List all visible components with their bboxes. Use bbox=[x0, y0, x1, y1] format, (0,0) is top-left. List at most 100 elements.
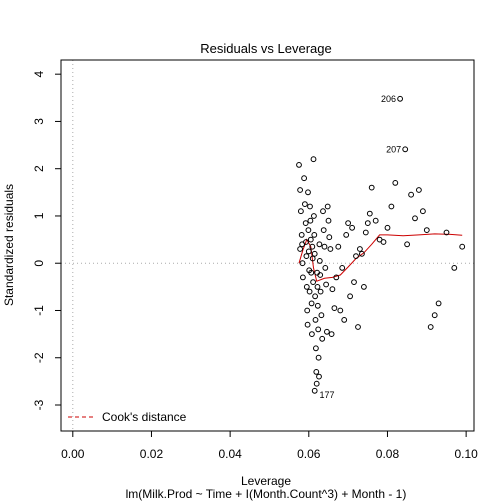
y-tick-label: 1 bbox=[32, 212, 46, 219]
data-point bbox=[404, 241, 411, 248]
y-tick-label: 0 bbox=[32, 260, 46, 267]
data-point bbox=[300, 274, 306, 281]
data-point bbox=[364, 220, 371, 227]
data-point bbox=[339, 265, 346, 271]
data-point bbox=[349, 224, 356, 231]
data-point bbox=[324, 328, 330, 335]
y-tick-label: 4 bbox=[32, 71, 46, 78]
y-tick-label: -1 bbox=[32, 305, 46, 316]
chart-title: Residuals vs Leverage bbox=[200, 41, 332, 56]
y-axis: -3 -2 -1 0 1 2 3 4 bbox=[32, 71, 62, 410]
data-point bbox=[388, 203, 395, 210]
x-tick-label: 0.02 bbox=[140, 447, 164, 461]
data-point bbox=[308, 269, 315, 276]
point-label: 177 bbox=[319, 390, 334, 400]
data-point bbox=[307, 217, 314, 224]
data-point bbox=[311, 213, 317, 219]
y-tick-label: -3 bbox=[32, 399, 46, 410]
data-point bbox=[412, 215, 418, 222]
data-point bbox=[431, 312, 438, 319]
data-point bbox=[306, 288, 313, 295]
data-point bbox=[303, 284, 310, 290]
data-point bbox=[351, 279, 357, 286]
data-point bbox=[335, 243, 342, 250]
model-formula-subtitle: lm(Milk.Prod ~ Time + I(Month.Count^3) +… bbox=[126, 487, 407, 501]
smoother-path bbox=[298, 233, 463, 282]
data-point bbox=[304, 321, 311, 328]
data-point bbox=[301, 175, 308, 182]
data-point bbox=[326, 234, 333, 241]
y-tick-label: -2 bbox=[32, 352, 46, 363]
data-point bbox=[397, 95, 404, 102]
data-point bbox=[343, 232, 350, 238]
data-point bbox=[380, 239, 387, 245]
y-tick-label: 3 bbox=[32, 118, 46, 125]
data-point bbox=[325, 217, 332, 224]
y-tick-label: 2 bbox=[32, 165, 46, 172]
x-tick-label: 0.10 bbox=[454, 447, 478, 461]
data-point bbox=[333, 274, 340, 281]
data-point bbox=[312, 317, 319, 323]
y-axis-label: Standardized residuals bbox=[2, 184, 16, 306]
x-tick-label: 0.06 bbox=[297, 447, 321, 461]
x-tick-label: 0.04 bbox=[218, 447, 242, 461]
data-point bbox=[357, 246, 363, 252]
data-point bbox=[366, 210, 373, 217]
data-point bbox=[341, 317, 348, 323]
data-point bbox=[443, 229, 450, 236]
plot-frame bbox=[60, 59, 475, 432]
data-point bbox=[312, 293, 319, 300]
data-points bbox=[296, 95, 466, 394]
x-axis-label: Leverage bbox=[241, 474, 291, 488]
data-point bbox=[328, 331, 335, 338]
data-point bbox=[304, 307, 311, 314]
data-point bbox=[337, 307, 344, 314]
data-point bbox=[362, 229, 369, 236]
data-point bbox=[368, 184, 375, 191]
legend: Cook's distance bbox=[68, 410, 187, 424]
x-tick-label: 0.00 bbox=[61, 447, 85, 461]
data-point bbox=[317, 272, 324, 278]
data-point bbox=[307, 203, 313, 210]
point-label: 207 bbox=[386, 144, 401, 154]
data-point bbox=[305, 227, 312, 234]
data-point bbox=[324, 203, 331, 210]
data-point bbox=[392, 180, 399, 186]
data-point bbox=[427, 324, 434, 330]
data-point bbox=[327, 246, 334, 252]
data-point bbox=[319, 335, 326, 342]
data-point bbox=[347, 293, 354, 300]
data-point bbox=[323, 281, 330, 288]
data-point bbox=[314, 284, 321, 290]
data-point bbox=[307, 236, 314, 243]
data-point bbox=[317, 288, 324, 295]
reference-lines bbox=[61, 60, 474, 431]
data-point bbox=[316, 373, 322, 380]
data-point bbox=[311, 232, 318, 238]
data-point bbox=[296, 162, 302, 168]
data-point bbox=[305, 189, 311, 196]
data-point bbox=[329, 286, 336, 293]
data-point bbox=[299, 260, 306, 267]
data-point bbox=[298, 208, 304, 215]
data-point bbox=[311, 387, 318, 394]
data-point bbox=[451, 265, 458, 271]
data-point bbox=[459, 243, 466, 250]
data-point bbox=[316, 241, 323, 248]
x-tick-label: 0.08 bbox=[376, 447, 400, 461]
data-point bbox=[320, 227, 327, 234]
data-point bbox=[313, 380, 320, 387]
point-annotations: 206 207 177 bbox=[319, 94, 401, 400]
data-point bbox=[313, 369, 320, 375]
data-point bbox=[322, 265, 329, 271]
data-point bbox=[408, 191, 415, 198]
data-point bbox=[420, 208, 426, 215]
data-point bbox=[372, 217, 379, 224]
data-point bbox=[384, 224, 391, 231]
data-point bbox=[320, 208, 326, 215]
data-point bbox=[297, 187, 304, 193]
data-point bbox=[308, 300, 315, 307]
data-point bbox=[309, 255, 316, 262]
data-point bbox=[310, 279, 317, 286]
